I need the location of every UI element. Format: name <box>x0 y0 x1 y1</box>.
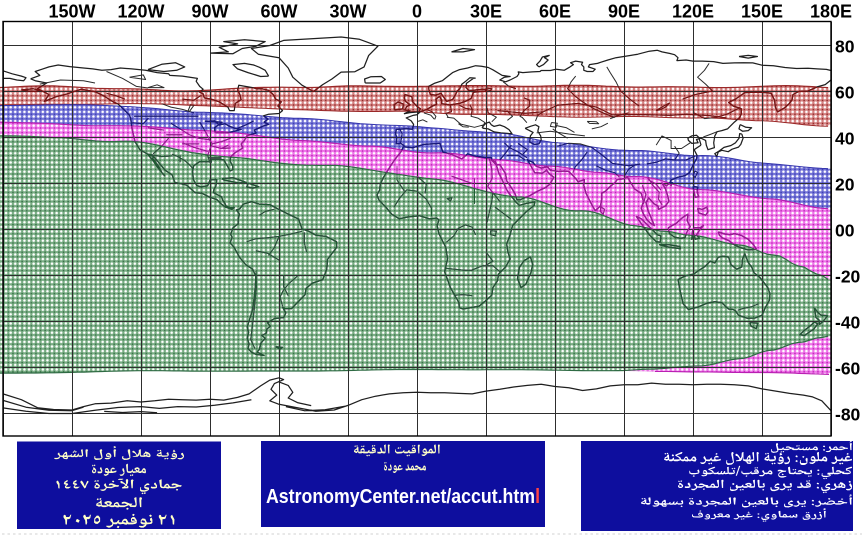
svg-text:180E: 180E <box>810 2 852 22</box>
svg-text:30W: 30W <box>329 2 366 22</box>
svg-text:-60: -60 <box>835 359 861 379</box>
svg-text:90E: 90E <box>608 2 640 22</box>
svg-text:00: 00 <box>835 221 855 241</box>
svg-text:90W: 90W <box>191 2 228 22</box>
svg-text:40: 40 <box>835 129 855 149</box>
svg-text:60E: 60E <box>539 2 571 22</box>
svg-text:-20: -20 <box>835 267 861 287</box>
svg-text:120E: 120E <box>672 2 714 22</box>
svg-text:60: 60 <box>835 83 855 103</box>
svg-text:80: 80 <box>835 37 855 57</box>
svg-text:20: 20 <box>835 175 855 195</box>
svg-text:30E: 30E <box>470 2 502 22</box>
svg-text:150W: 150W <box>48 2 95 22</box>
svg-text:0: 0 <box>412 2 422 22</box>
svg-text:AstronomyCenter.net/accut.html: AstronomyCenter.net/accut.html <box>266 486 540 508</box>
svg-text:-80: -80 <box>835 405 861 425</box>
svg-text:60W: 60W <box>260 2 297 22</box>
svg-text:-40: -40 <box>835 313 861 333</box>
svg-text:120W: 120W <box>117 2 164 22</box>
svg-text:150E: 150E <box>741 2 783 22</box>
